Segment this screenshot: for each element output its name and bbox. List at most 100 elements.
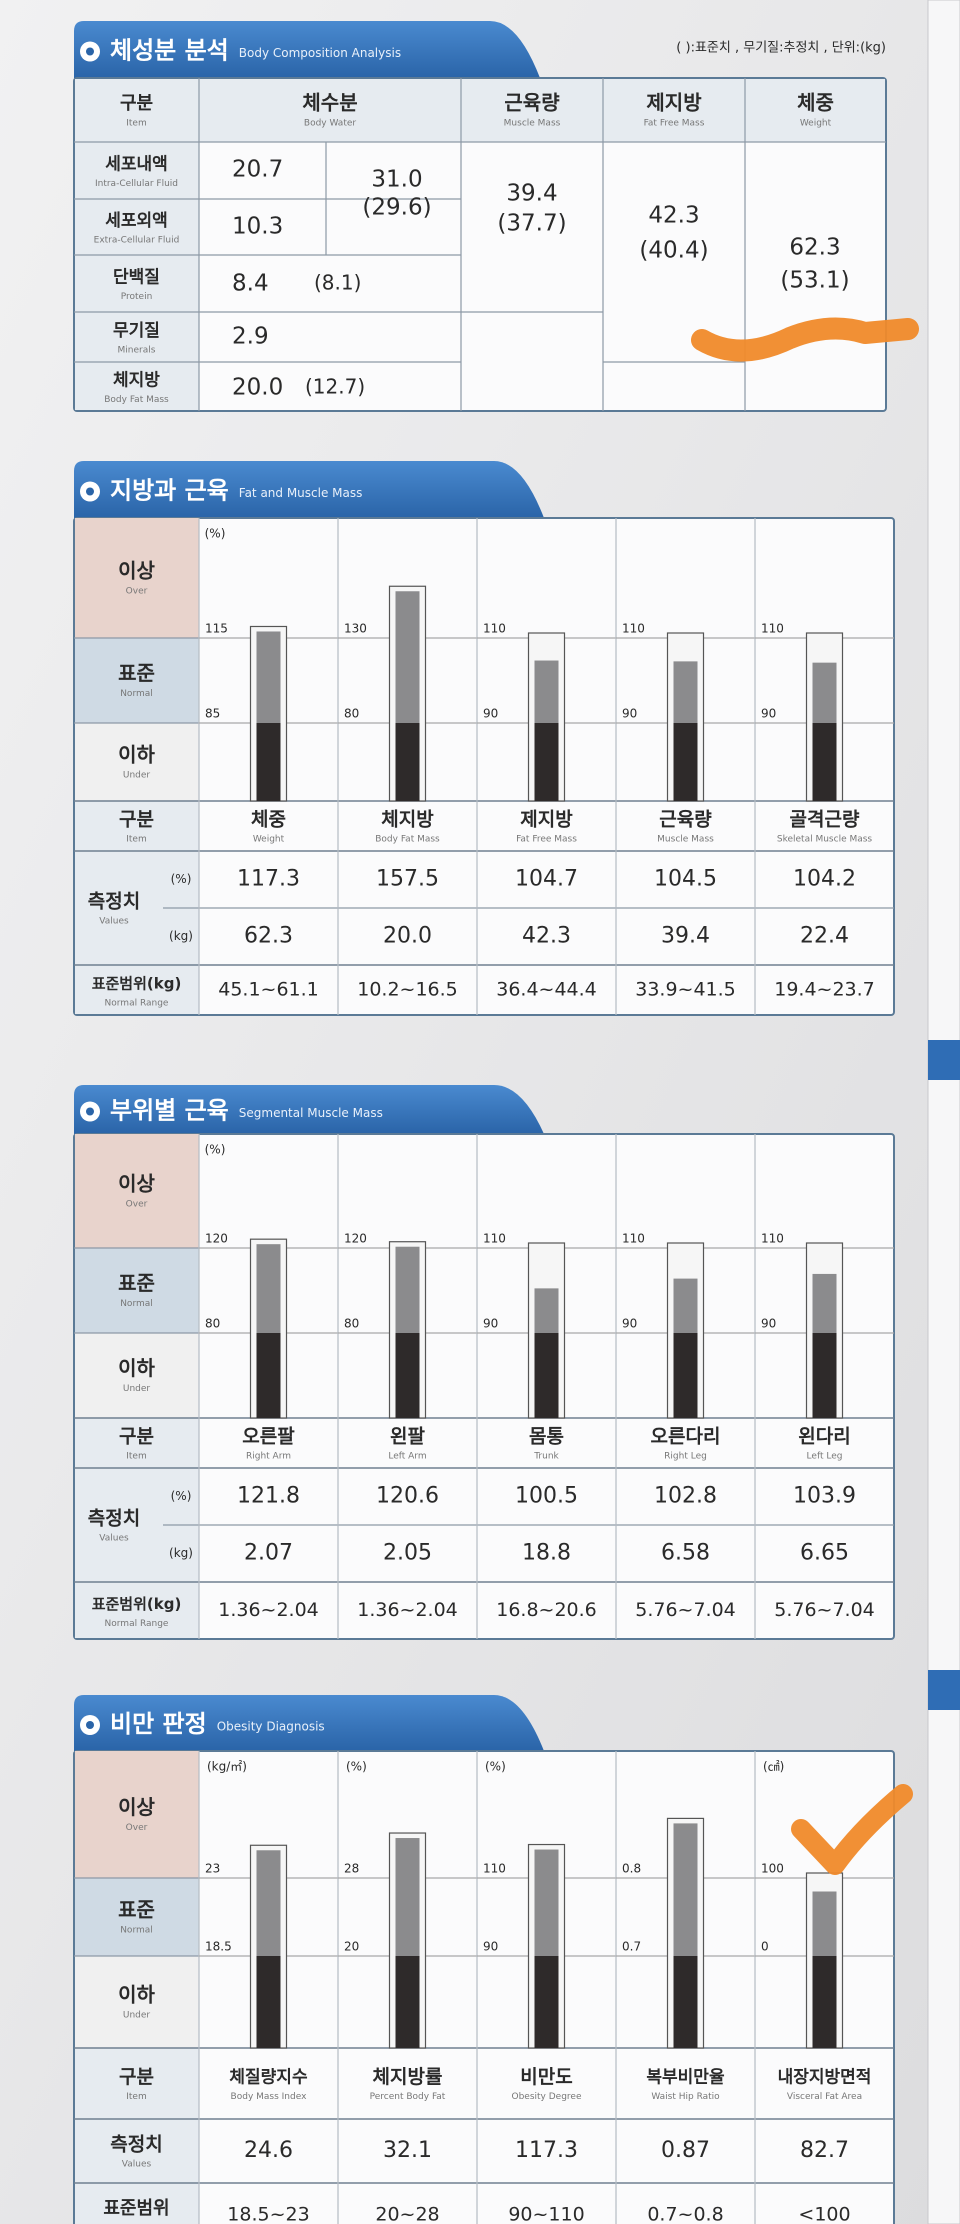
cell-standard: (12.7) xyxy=(305,375,365,399)
bar-base xyxy=(256,723,281,801)
item-label-en: Item xyxy=(126,835,147,845)
threshold-label: 130 xyxy=(344,622,367,636)
row-header: 체지방 xyxy=(113,371,160,391)
column-name: 복부비만율 xyxy=(646,2068,725,2088)
values-label-en: Values xyxy=(99,1534,129,1544)
threshold-label: 90 xyxy=(483,1317,498,1331)
measured-value: 102.8 xyxy=(654,1484,717,1509)
band-label-bg xyxy=(75,518,199,638)
kg-value: 22.4 xyxy=(800,924,849,949)
band-label-en: Normal xyxy=(120,689,153,699)
threshold-label: 115 xyxy=(205,622,228,636)
values-label: 측정치 xyxy=(88,1508,140,1530)
column-name-en: Left Arm xyxy=(388,1452,426,1462)
column-name: 오른다리 xyxy=(651,1426,721,1448)
cell-value: 42.3 xyxy=(648,203,699,229)
bar-base xyxy=(673,723,698,801)
column-name-en: Trunk xyxy=(533,1452,559,1462)
row-header: 무기질 xyxy=(113,320,160,341)
range-label: 표준범위(kg) xyxy=(92,1595,182,1613)
bar-base xyxy=(812,1333,837,1418)
column-name-en: Right Leg xyxy=(664,1452,707,1462)
band-label-en: Normal xyxy=(120,1926,153,1936)
cell-value: 20.0 xyxy=(232,375,283,401)
range-label: 표준범위 xyxy=(103,2198,169,2219)
section-tab xyxy=(74,21,540,78)
column-name-en: Body Fat Mass xyxy=(375,835,440,845)
cell-value: 20.7 xyxy=(232,157,283,183)
tab-bullet-core xyxy=(86,1721,94,1729)
marker-squiggle xyxy=(691,317,919,362)
cell-value: 31.0 xyxy=(371,167,422,193)
column-header-en: Fat Free Mass xyxy=(644,119,705,129)
column-name-en: Fat Free Mass xyxy=(516,835,577,845)
band-label: 이하 xyxy=(118,1983,155,2007)
kg-value: 39.4 xyxy=(661,924,710,949)
section-title: 비만 판정 xyxy=(110,1710,207,1738)
kg-value: 6.65 xyxy=(800,1541,849,1566)
column-name: 내장지방면적 xyxy=(778,2068,872,2088)
next-page-tab xyxy=(928,1670,960,1710)
range-value: 45.1~61.1 xyxy=(218,979,319,1001)
threshold-label: 90 xyxy=(622,1317,637,1331)
bar-base xyxy=(812,723,837,801)
cell-value: 2.9 xyxy=(232,324,269,350)
column-name: 몸통 xyxy=(529,1426,564,1448)
column-header: 근육량 xyxy=(504,91,560,115)
band-label: 표준 xyxy=(118,1898,155,1922)
marker-check xyxy=(791,1784,913,1875)
band-label: 이상 xyxy=(118,1795,155,1819)
row-header-en: Body Fat Mass xyxy=(104,395,169,405)
threshold-label: 28 xyxy=(344,1862,359,1876)
column-name: 체중 xyxy=(251,809,286,831)
threshold-label: 110 xyxy=(483,1862,506,1876)
kg-value: 20.0 xyxy=(383,924,432,949)
threshold-label: 20 xyxy=(344,1940,359,1954)
threshold-label: 110 xyxy=(483,1232,506,1246)
bar-base xyxy=(395,1956,420,2048)
threshold-label: 110 xyxy=(483,622,506,636)
bar-base xyxy=(534,1333,559,1418)
threshold-label: 85 xyxy=(205,707,220,721)
section-title: 지방과 근육 xyxy=(110,477,229,505)
tab-bullet-core xyxy=(86,487,94,496)
row-header-en: Intra-Cellular Fluid xyxy=(95,179,178,189)
row-header-en: Protein xyxy=(121,292,153,302)
band-label-en: Normal xyxy=(120,1299,153,1309)
bar-base xyxy=(395,1333,420,1418)
column-header: 구분 xyxy=(120,93,153,114)
column-name: 오른팔 xyxy=(242,1426,295,1448)
band-label-en: Under xyxy=(123,1384,151,1394)
range-value: 1.36~2.04 xyxy=(357,1599,458,1621)
values-label: 측정치 xyxy=(110,2134,162,2156)
bar-base xyxy=(256,1956,281,2048)
column-header: 제지방 xyxy=(646,91,702,115)
column-header-en: Muscle Mass xyxy=(504,119,561,129)
band-label: 이하 xyxy=(118,1356,155,1380)
bar-base xyxy=(673,1956,698,2048)
next-page-edge xyxy=(927,0,960,2224)
section-subtitle: Segmental Muscle Mass xyxy=(239,1106,383,1120)
label-column xyxy=(75,2048,199,2224)
measured-value: 104.5 xyxy=(654,867,717,892)
band-label-bg xyxy=(75,723,199,801)
axis-unit: (%) xyxy=(485,1760,506,1774)
note: ( ):표준치 , 무기질:추정치 , 단위:(kg) xyxy=(676,41,886,56)
values-label-en: Values xyxy=(122,2160,152,2170)
column-header-en: Weight xyxy=(800,119,832,129)
band-label: 표준 xyxy=(118,661,155,685)
threshold-label: 110 xyxy=(622,622,645,636)
tab-bullet-core xyxy=(86,1107,94,1116)
band-label-en: Under xyxy=(123,771,151,781)
range-label-en: Normal Range xyxy=(105,1619,169,1629)
threshold-label: 90 xyxy=(622,707,637,721)
bar-base xyxy=(673,1333,698,1418)
section-subtitle: Obesity Diagnosis xyxy=(217,1720,325,1734)
range-label-en: Normal Range xyxy=(105,999,169,1009)
band-label-en: Under xyxy=(123,2011,151,2021)
measured-value: 121.8 xyxy=(237,1484,300,1509)
item-label: 구분 xyxy=(119,1426,154,1448)
column-name-en: Left Leg xyxy=(807,1452,843,1462)
item-label: 구분 xyxy=(119,809,154,831)
